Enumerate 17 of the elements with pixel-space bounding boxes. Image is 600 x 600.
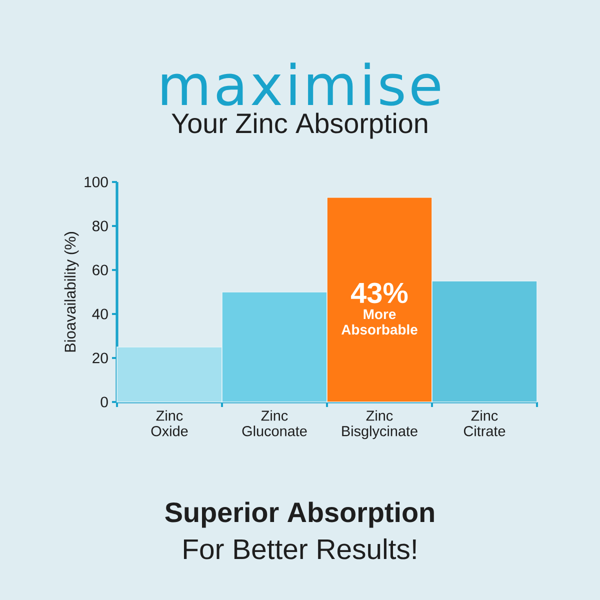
text: For Better Results! xyxy=(184,538,416,560)
y-tick-label: 0 xyxy=(100,396,108,408)
x-tick-label: Zinc Gluconate xyxy=(242,410,307,436)
y-tick-label: 100 xyxy=(84,176,108,188)
annotation: More Absorbable xyxy=(341,309,418,335)
y-tick-label: 80 xyxy=(92,220,108,232)
x-tick-label: Zinc Citrate xyxy=(464,410,506,436)
chart-title: maximise xyxy=(162,62,440,106)
chart-subtitle: Your Zinc Absorption xyxy=(172,112,428,139)
text: Superior Absorption xyxy=(165,502,434,528)
y-tick-label: 60 xyxy=(92,264,108,276)
annotation: 43% xyxy=(351,282,408,304)
x-tick-label: Zinc Bisglycinate xyxy=(342,410,418,440)
y-axis-title: Bioavailability (%) xyxy=(64,232,79,352)
y-tick-label: 40 xyxy=(92,308,108,320)
y-tick-label: 20 xyxy=(92,352,108,364)
x-tick-label: Zinc Oxide xyxy=(151,410,188,436)
